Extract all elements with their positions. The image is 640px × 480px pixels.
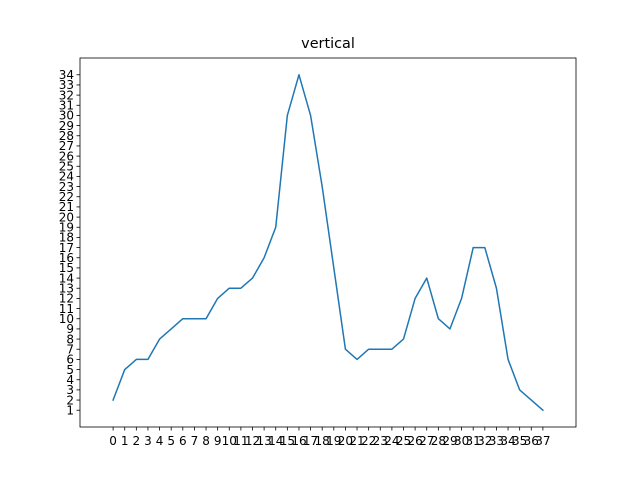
x-tick-label: 5	[167, 434, 175, 448]
x-tick-label: 12	[245, 434, 260, 448]
y-tick-label: 2	[66, 393, 74, 407]
x-tick-label: 8	[202, 434, 210, 448]
x-tick-label: 11	[233, 434, 248, 448]
y-tick-label: 23	[59, 180, 74, 194]
x-tick-label: 2	[133, 434, 141, 448]
x-tick-label: 10	[222, 434, 237, 448]
y-tick-label: 26	[59, 149, 74, 163]
y-tick-label: 30	[59, 109, 74, 123]
y-tick-label: 18	[59, 231, 74, 245]
x-tick-label: 29	[442, 434, 457, 448]
y-tick-label: 9	[66, 322, 74, 336]
x-tick-label: 1	[121, 434, 129, 448]
x-tick-label: 18	[315, 434, 330, 448]
y-tick-label: 12	[59, 292, 74, 306]
x-tick-label: 26	[407, 434, 422, 448]
y-tick-label: 19	[59, 221, 74, 235]
y-tick-label: 28	[59, 129, 74, 143]
x-tick-label: 13	[256, 434, 271, 448]
x-tick-label: 22	[361, 434, 376, 448]
x-tick-label: 27	[419, 434, 434, 448]
x-tick-label: 14	[268, 434, 283, 448]
y-tick-label: 34	[59, 68, 74, 82]
y-tick-label: 14	[59, 271, 74, 285]
x-tick-label: 9	[214, 434, 222, 448]
y-tick-label: 11	[59, 302, 74, 316]
x-tick-label: 20	[338, 434, 353, 448]
y-tick-label: 1	[66, 404, 74, 418]
y-tick-label: 8	[66, 332, 74, 346]
x-tick-label: 6	[179, 434, 187, 448]
x-tick-label: 15	[280, 434, 295, 448]
x-tick-label: 35	[512, 434, 527, 448]
y-tick-label: 13	[59, 282, 74, 296]
x-tick-label: 37	[535, 434, 550, 448]
x-tick-label: 4	[156, 434, 164, 448]
y-tick-label: 3	[66, 383, 74, 397]
y-tick-label: 10	[59, 312, 74, 326]
x-tick-label: 25	[396, 434, 411, 448]
axes-frame	[79, 57, 577, 428]
x-tick-label: 7	[191, 434, 199, 448]
plot-area: 1234567891011121314151617181920212223242…	[59, 57, 577, 448]
x-tick-label: 34	[500, 434, 515, 448]
x-tick-label: 36	[524, 434, 539, 448]
y-tick-label: 33	[59, 78, 74, 92]
x-tick-label: 23	[373, 434, 388, 448]
y-tick-label: 6	[66, 353, 74, 367]
x-tick-label: 28	[431, 434, 446, 448]
x-tick-label: 0	[109, 434, 117, 448]
y-tick-label: 15	[59, 261, 74, 275]
y-tick-label: 27	[59, 139, 74, 153]
x-tick-label: 17	[303, 434, 318, 448]
x-tick-label: 30	[454, 434, 469, 448]
y-tick-label: 20	[59, 210, 74, 224]
x-tick-label: 3	[144, 434, 152, 448]
x-tick-label: 21	[349, 434, 364, 448]
y-tick-label: 29	[59, 119, 74, 133]
y-tick-label: 21	[59, 200, 74, 214]
x-tick-label: 33	[489, 434, 504, 448]
chart-title: vertical	[301, 36, 355, 52]
y-tick-label: 32	[59, 88, 74, 102]
y-tick-label: 7	[66, 343, 74, 357]
y-tick-label: 22	[59, 190, 74, 204]
y-tick-label: 16	[59, 251, 74, 265]
x-tick-label: 31	[466, 434, 481, 448]
x-tick-label: 19	[326, 434, 341, 448]
x-tick-label: 32	[477, 434, 492, 448]
y-tick-label: 5	[66, 363, 74, 377]
y-tick-label: 4	[66, 373, 74, 387]
y-tick-label: 25	[59, 160, 74, 174]
y-tick-label: 31	[59, 99, 74, 113]
x-tick-label: 16	[291, 434, 306, 448]
x-tick-label: 24	[384, 434, 399, 448]
series-line	[112, 74, 544, 412]
y-tick-label: 17	[59, 241, 74, 255]
y-tick-label: 24	[59, 170, 74, 184]
